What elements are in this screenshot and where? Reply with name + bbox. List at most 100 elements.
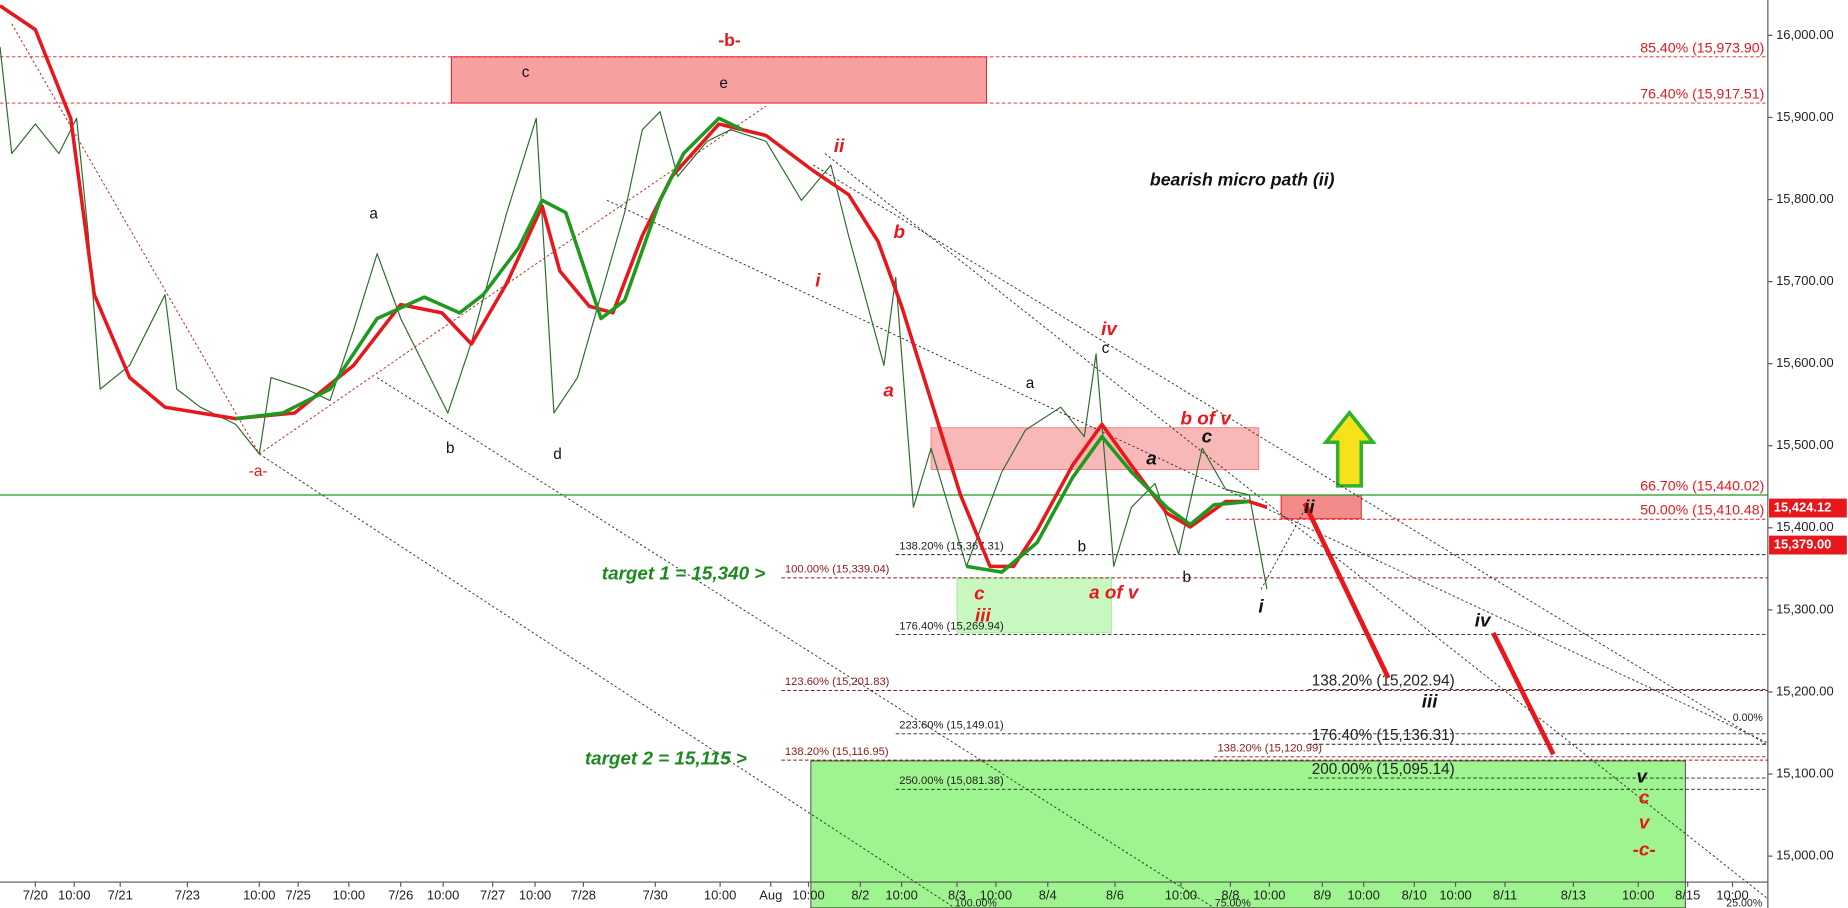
- x-tick-label: 8/15: [1675, 888, 1700, 903]
- annotation: ii: [834, 135, 845, 156]
- annotation: b: [1078, 539, 1087, 556]
- price-tag-label: 15,424.12: [1774, 499, 1832, 514]
- y-tick-label: 15,000.00: [1776, 848, 1834, 863]
- annotation: b: [893, 221, 905, 242]
- x-tick-label: 10:00: [1165, 888, 1197, 903]
- x-tick-label: 10:00: [1716, 888, 1748, 903]
- annotation: -b-: [718, 30, 741, 50]
- x-tick-label: 10:00: [58, 888, 90, 903]
- annotation: iv: [1101, 318, 1118, 339]
- x-tick-label: 10:00: [980, 888, 1012, 903]
- annotation: 100.00%: [955, 898, 997, 908]
- x-tick-label: 7/28: [571, 888, 596, 903]
- annotation: b: [1183, 569, 1192, 586]
- annotation: target 2 = 15,115 >: [585, 747, 747, 768]
- x-tick-label: 8/8: [1221, 888, 1239, 903]
- annotation: i: [1258, 595, 1264, 616]
- zone: [1280, 494, 1362, 520]
- trendline: [1260, 502, 1309, 590]
- annotation: v: [1637, 765, 1649, 786]
- annotation: d: [553, 446, 562, 463]
- x-tick-label: 8/10: [1402, 888, 1427, 903]
- y-tick-label: 15,100.00: [1776, 765, 1834, 780]
- y-tick-label: 15,400.00: [1776, 519, 1834, 534]
- fib-label: 223.60% (15,149.01): [899, 720, 1004, 732]
- annotation: c: [974, 582, 985, 603]
- x-tick-label: 10:00: [1347, 888, 1379, 903]
- y-tick-label: 15,500.00: [1776, 437, 1834, 452]
- annotation: 25.00%: [1726, 898, 1763, 908]
- annotation: ii: [1304, 496, 1315, 517]
- trendline: [824, 153, 1769, 900]
- x-tick-label: 8/2: [851, 888, 869, 903]
- annotation: target 1 = 15,340 >: [602, 563, 766, 584]
- x-tick-label: 8/3: [948, 888, 966, 903]
- annotation: c: [1639, 787, 1650, 808]
- x-tick-label: 8/13: [1561, 888, 1586, 903]
- fib-label: 123.60% (15,201.83): [785, 676, 890, 688]
- x-tick-label: 10:00: [885, 888, 917, 903]
- zone: [450, 56, 987, 104]
- annotation: c: [1202, 426, 1213, 447]
- trendline: [606, 199, 1769, 744]
- annotation: a of v: [1089, 581, 1140, 602]
- x-tick-label: 10:00: [519, 888, 551, 903]
- x-tick-label: 8/9: [1313, 888, 1331, 903]
- x-tick-label: 8/6: [1106, 888, 1124, 903]
- wave-arrow: [1491, 631, 1556, 756]
- annotation: c: [1102, 340, 1110, 357]
- fib-label: 50.00% (15,410.48): [1640, 502, 1764, 518]
- annotation: a: [1026, 375, 1035, 392]
- annotation: 75.00%: [1215, 898, 1252, 908]
- series-line: [0, 46, 1268, 590]
- trendline: [376, 377, 1215, 908]
- zone: [956, 577, 1112, 634]
- price-tag: [1769, 498, 1847, 518]
- y-tick-label: 15,600.00: [1776, 355, 1834, 370]
- fib-label: 138.20% (15,202.94): [1312, 672, 1455, 689]
- y-tick-label: 15,800.00: [1776, 191, 1834, 206]
- trendline: [259, 453, 955, 908]
- trendline: [812, 164, 1769, 746]
- x-tick-label: 7/26: [388, 888, 413, 903]
- fib-label: 85.40% (15,973.90): [1640, 39, 1764, 55]
- annotation: b: [446, 440, 455, 457]
- trendline: [259, 105, 767, 455]
- y-tick-label: 15,900.00: [1776, 109, 1834, 124]
- annotation: -a-: [249, 463, 268, 480]
- x-tick-label: Aug: [759, 888, 782, 903]
- x-tick-label: 7/23: [175, 888, 200, 903]
- series-line: [966, 434, 1250, 574]
- annotation: a: [883, 380, 893, 401]
- x-tick-label: 7/21: [108, 888, 133, 903]
- wave-arrow: [1302, 502, 1391, 680]
- x-tick-label: 8/4: [1039, 888, 1057, 903]
- up-arrow: [1322, 409, 1377, 488]
- y-tick-label: 15,300.00: [1776, 601, 1834, 616]
- y-tick-label: 16,000.00: [1776, 27, 1834, 42]
- x-tick-label: 10:00: [1253, 888, 1285, 903]
- annotation: c: [522, 64, 530, 81]
- y-tick-label: 15,200.00: [1776, 683, 1834, 698]
- annotation: a: [1146, 448, 1156, 469]
- annotation: v: [1639, 811, 1651, 832]
- y-tick-label: 15,700.00: [1776, 273, 1834, 288]
- x-tick-label: 7/27: [480, 888, 505, 903]
- series-line: [235, 116, 744, 421]
- x-tick-label: 10:00: [1439, 888, 1471, 903]
- annotation: e: [719, 75, 728, 92]
- x-tick-label: 7/30: [643, 888, 668, 903]
- x-tick-label: 8/11: [1493, 888, 1517, 903]
- fib-label: 176.40% (15,136.31): [1312, 727, 1455, 744]
- x-tick-label: 7/25: [286, 888, 311, 903]
- fib-label: 176.40% (15,269.94): [899, 620, 1004, 632]
- fib-label: 66.70% (15,440.02): [1640, 477, 1764, 493]
- x-tick-label: 10:00: [792, 888, 824, 903]
- price-tag-label: 15,379.00: [1774, 536, 1832, 551]
- annotation: i: [815, 270, 821, 291]
- annotation: iii: [975, 604, 991, 625]
- x-tick-label: 7/20: [23, 888, 48, 903]
- fib-label: 138.20% (15,116.95): [785, 746, 889, 758]
